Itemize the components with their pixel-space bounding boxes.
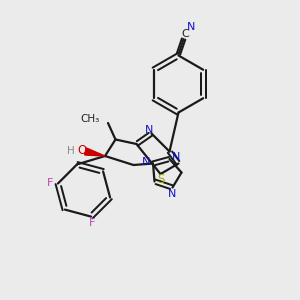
Text: O: O — [78, 144, 87, 157]
Text: S: S — [158, 173, 165, 186]
Text: H: H — [67, 146, 74, 156]
Text: N: N — [168, 189, 177, 199]
Text: F: F — [89, 218, 95, 228]
Text: F: F — [47, 178, 54, 188]
Text: C: C — [181, 28, 189, 39]
Text: N: N — [187, 22, 196, 32]
Text: N: N — [145, 125, 153, 135]
Polygon shape — [85, 148, 105, 156]
Text: CH₃: CH₃ — [80, 114, 100, 124]
Text: N: N — [142, 157, 151, 167]
Text: N: N — [172, 152, 180, 163]
